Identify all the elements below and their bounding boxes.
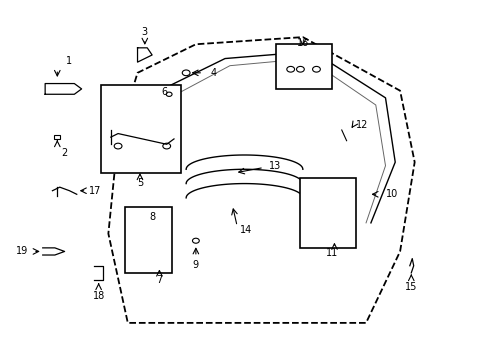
Text: 6: 6 (162, 87, 167, 98)
Text: 15: 15 (404, 282, 417, 292)
Text: 10: 10 (385, 189, 397, 199)
Text: 4: 4 (210, 68, 216, 78)
Text: 7: 7 (156, 275, 162, 285)
Text: 18: 18 (92, 291, 104, 301)
Bar (300, 178, 356, 248)
Text: 1: 1 (66, 56, 72, 66)
Text: 13: 13 (268, 161, 281, 171)
Bar (101, 85, 181, 173)
Text: 19: 19 (16, 247, 28, 256)
Bar (276, 44, 331, 89)
Text: 9: 9 (192, 260, 199, 270)
Text: 14: 14 (239, 225, 251, 235)
Text: 5: 5 (137, 178, 143, 188)
Text: 16: 16 (296, 38, 308, 48)
Text: 3: 3 (142, 27, 147, 37)
Text: 12: 12 (356, 120, 368, 130)
Text: 2: 2 (61, 148, 67, 158)
Text: 17: 17 (89, 186, 101, 196)
Bar (54, 135, 60, 139)
Text: 11: 11 (325, 248, 338, 258)
Bar (125, 207, 171, 273)
Text: 8: 8 (149, 212, 155, 222)
